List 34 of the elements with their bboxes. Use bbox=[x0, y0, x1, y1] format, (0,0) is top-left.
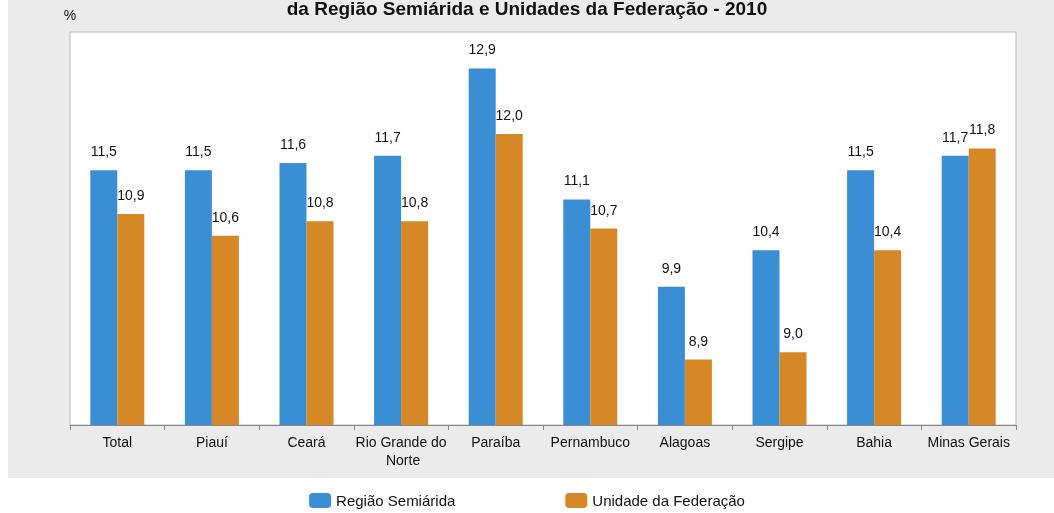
x-tick-label: Minas Gerais bbox=[927, 434, 1010, 450]
x-tick-label: Total bbox=[102, 434, 133, 450]
data-label: 10,6 bbox=[211, 208, 240, 225]
data-label: 11,7 bbox=[942, 128, 969, 145]
data-label: 11,5 bbox=[847, 143, 874, 160]
data-label: 10,4 bbox=[873, 223, 902, 240]
data-label: 11,5 bbox=[90, 143, 118, 160]
y-axis-title: % bbox=[63, 7, 77, 23]
x-tick-label: Alagoas bbox=[659, 434, 711, 450]
data-label: 10,8 bbox=[306, 194, 334, 211]
legend-label: Região Semiárida bbox=[336, 492, 456, 509]
data-label: 11,7 bbox=[374, 128, 401, 145]
data-label: 12,9 bbox=[468, 41, 497, 58]
data-label: 12,0 bbox=[495, 106, 524, 123]
x-tick-label: Rio Grande do Norte bbox=[355, 434, 447, 468]
x-tick-label: Ceará bbox=[287, 434, 326, 450]
data-label: 9,9 bbox=[661, 259, 682, 276]
data-label: 10,7 bbox=[590, 201, 618, 218]
x-tick-label: Pernambuco bbox=[550, 434, 631, 450]
legend-label: Unidade da Federação bbox=[592, 492, 745, 509]
x-tick-label: Paraíba bbox=[471, 434, 521, 450]
data-label: 11,6 bbox=[279, 136, 307, 152]
x-tick-label: Bahia bbox=[856, 434, 893, 450]
data-label: 11,5 bbox=[185, 143, 212, 160]
data-label: 9,0 bbox=[783, 325, 803, 342]
x-tick-label: Sergipe bbox=[755, 434, 804, 450]
chart-title: da Região Semiárida e Unidades da Federação - 2010 bbox=[286, 0, 768, 19]
data-label: 10,9 bbox=[117, 186, 145, 203]
data-label: 11,1 bbox=[563, 172, 591, 189]
data-label: 10,8 bbox=[400, 194, 429, 211]
data-label: 10,4 bbox=[752, 223, 780, 240]
x-tick-label: Piauí bbox=[195, 434, 228, 450]
data-label: 8,9 bbox=[688, 332, 709, 349]
data-label: 11,8 bbox=[969, 121, 996, 138]
